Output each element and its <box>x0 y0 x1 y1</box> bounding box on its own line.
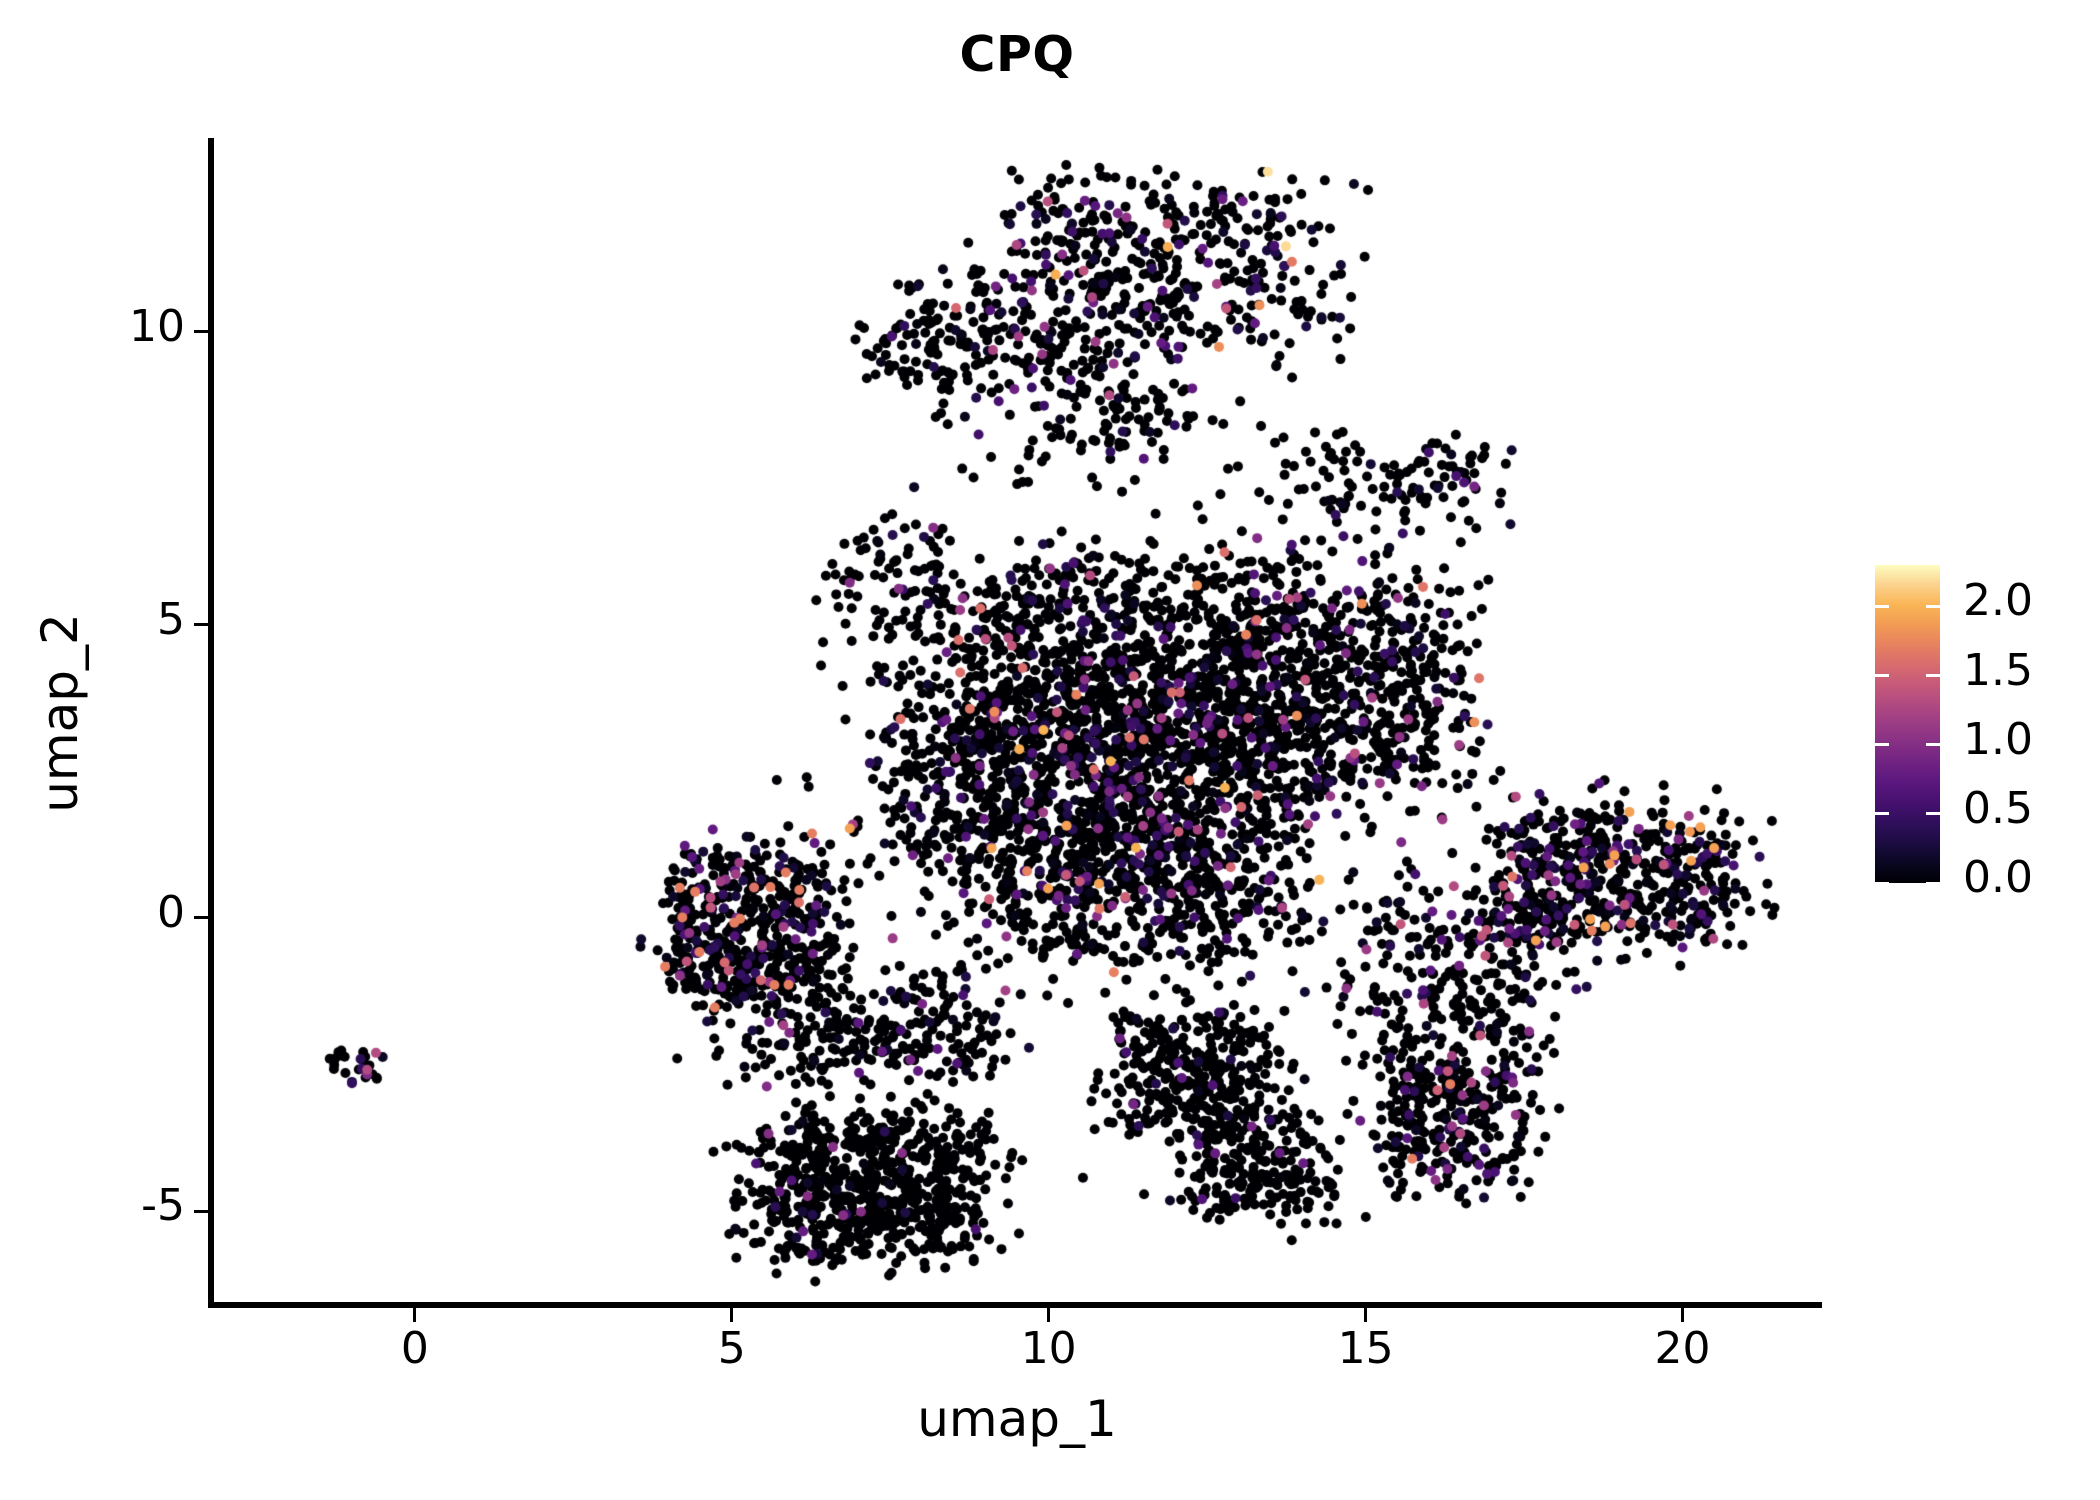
x-axis-label: umap_1 <box>917 1390 1117 1448</box>
scatter-points-layer <box>212 138 1822 1305</box>
colorbar-tick-label: 1.0 <box>1963 713 2033 765</box>
y-tick-mark <box>194 330 208 334</box>
y-tick-label: -5 <box>141 1180 185 1232</box>
x-tick-label: 5 <box>717 1323 746 1374</box>
x-tick-mark <box>1047 1308 1051 1322</box>
colorbar-tick-mark <box>1875 604 1889 608</box>
y-tick-mark <box>194 623 208 627</box>
x-tick-mark <box>413 1308 417 1322</box>
y-axis-spine <box>208 138 214 1308</box>
colorbar-tick-mark <box>1875 812 1889 816</box>
scatter-plot-axes <box>212 138 1822 1305</box>
colorbar-tick-mark <box>1926 743 1940 747</box>
colorbar-tick-label: 0.0 <box>1963 852 2033 903</box>
colorbar-tick-label: 2.0 <box>1963 575 2033 627</box>
y-tick-mark <box>194 916 208 920</box>
colorbar-tick-mark <box>1875 743 1889 747</box>
colorbar-tick-label: 1.5 <box>1963 644 2033 696</box>
y-tick-label: 5 <box>157 593 185 645</box>
x-tick-mark <box>1681 1308 1685 1322</box>
x-tick-label: 10 <box>1020 1323 1077 1374</box>
colorbar <box>1875 565 1940 885</box>
colorbar-tick-mark <box>1875 674 1889 678</box>
y-tick-label: 0 <box>157 886 185 938</box>
page-title: CPQ <box>959 26 1075 83</box>
colorbar-tick-mark <box>1875 881 1889 885</box>
colorbar-tick-label: 0.5 <box>1963 782 2033 834</box>
colorbar-gradient <box>1875 565 1940 883</box>
colorbar-tick-mark <box>1926 604 1940 608</box>
x-tick-label: 0 <box>400 1323 429 1374</box>
colorbar-tick-mark <box>1926 881 1940 885</box>
colorbar-tick-mark <box>1926 674 1940 678</box>
y-tick-label: 10 <box>129 300 185 352</box>
x-axis-spine <box>208 1302 1822 1308</box>
x-tick-label: 20 <box>1654 1323 1711 1374</box>
y-tick-mark <box>194 1209 208 1213</box>
y-axis-label: umap_2 <box>31 613 89 813</box>
colorbar-tick-mark <box>1926 812 1940 816</box>
x-tick-mark <box>1364 1308 1368 1322</box>
x-tick-label: 15 <box>1337 1323 1394 1374</box>
x-tick-mark <box>730 1308 734 1322</box>
